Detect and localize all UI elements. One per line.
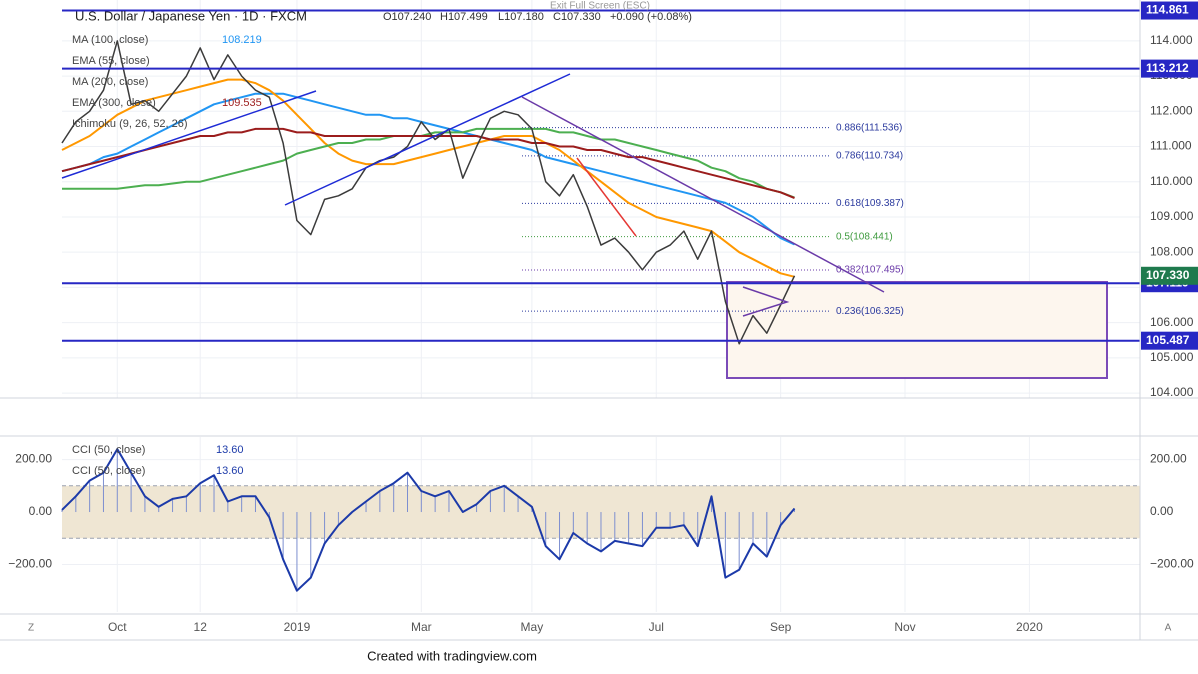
ohlc-change: +0.090 (+0.08%) [610,11,692,23]
cci-line [61,448,796,592]
price-line [61,40,796,345]
legend-name: EMA (55, close) [72,55,150,67]
x-tick-label: Nov [894,620,915,634]
price-level-label: 114.861 [1146,3,1189,17]
legend-name: Ichimoku (9, 26, 52, 26) [72,118,188,130]
x-tick-label: Oct [108,620,127,634]
ohlc-low: L107.180 [498,11,544,23]
indicator-line [61,127,795,200]
y-tick-label: −200.00 [8,557,52,571]
x-tick-label: 2019 [284,620,311,634]
indicator-line [62,127,795,199]
y-tick-label: 105.000 [1150,350,1194,364]
price-level-tag [1141,1,1198,20]
fib-label: 0.382(107.495) [836,265,904,276]
triangle-drawing [742,286,790,317]
legend-name: CCI (50, close) [72,465,145,477]
y-tick-label: 0.00 [29,504,53,518]
y-tick-label: 106.000 [1150,315,1194,329]
legend-value: 13.60 [216,444,244,456]
trendline [521,96,885,293]
trendline [284,73,571,206]
last-price-label: 107.330 [1146,268,1190,282]
indicator-line [61,92,795,246]
last-price-tag [1141,266,1198,285]
range-box [726,281,1108,379]
fullscreen-notice[interactable]: Exit Full Screen (ESC) [550,1,650,12]
fib-label: 0.236(106.325) [836,306,904,317]
price-level-label: 105.487 [1146,333,1190,347]
data-layer [61,9,1140,592]
footer: Created with tradingview.com [367,648,537,663]
y-tick-label: 114.000 [1150,33,1193,47]
x-tick-label: Sep [770,620,792,634]
indicator-line [61,78,795,278]
trendline [61,90,317,179]
legend-name: CCI (50, close) [72,444,145,456]
y-tick-label: −200.00 [1150,557,1194,571]
x-tick-label: 2020 [1016,620,1043,634]
y-tick-label: 109.000 [1150,209,1194,223]
legend-name: EMA (300, close) [72,97,156,109]
x-tick-label: Mar [411,620,432,634]
scale-button[interactable]: A [1165,623,1172,634]
price-level-tag [1141,59,1198,78]
price-level-tag [1141,331,1198,350]
x-tick-label: Jul [649,620,664,634]
ohlc-high: H107.499 [440,11,488,23]
y-tick-label: 0.00 [1150,504,1174,518]
fib-label: 0.886(111.536) [836,122,902,133]
legend-value: 13.60 [216,465,244,477]
price-level-label: 113.212 [1146,61,1189,75]
x-tick-label: May [521,620,544,634]
fib-label: 0.618(109.387) [836,198,904,209]
trendline [576,157,637,237]
fib-label: 0.786(110.734) [836,151,903,162]
y-tick-label: 200.00 [1150,452,1187,466]
chart-title: U.S. Dollar / Japanese Yen · 1D · FXCM [75,8,307,23]
ohlc-open: O107.240 [383,11,431,23]
legend-value: 108.219 [222,34,262,46]
y-tick-label: 111.000 [1150,139,1192,153]
x-tick-label: 12 [194,620,208,634]
fib-label: 0.5(108.441) [836,231,893,242]
y-tick-label: 110.000 [1150,174,1193,188]
label-layer: Oct 12 2019 Mar May Jul Sep Nov 2020 104.000 105.0… [8,1,1198,634]
legend-name: MA (200, close) [72,76,148,88]
y-tick-label: 112.000 [1150,103,1193,117]
y-tick-label: 104.000 [1150,385,1194,399]
y-tick-label: 200.00 [15,452,52,466]
legend-value: 109.535 [222,97,262,109]
ohlc-close: C107.330 [553,11,601,23]
scale-button[interactable]: Z [28,623,34,634]
y-tick-label: 108.000 [1150,244,1194,258]
legend-name: MA (100, close) [72,34,148,46]
